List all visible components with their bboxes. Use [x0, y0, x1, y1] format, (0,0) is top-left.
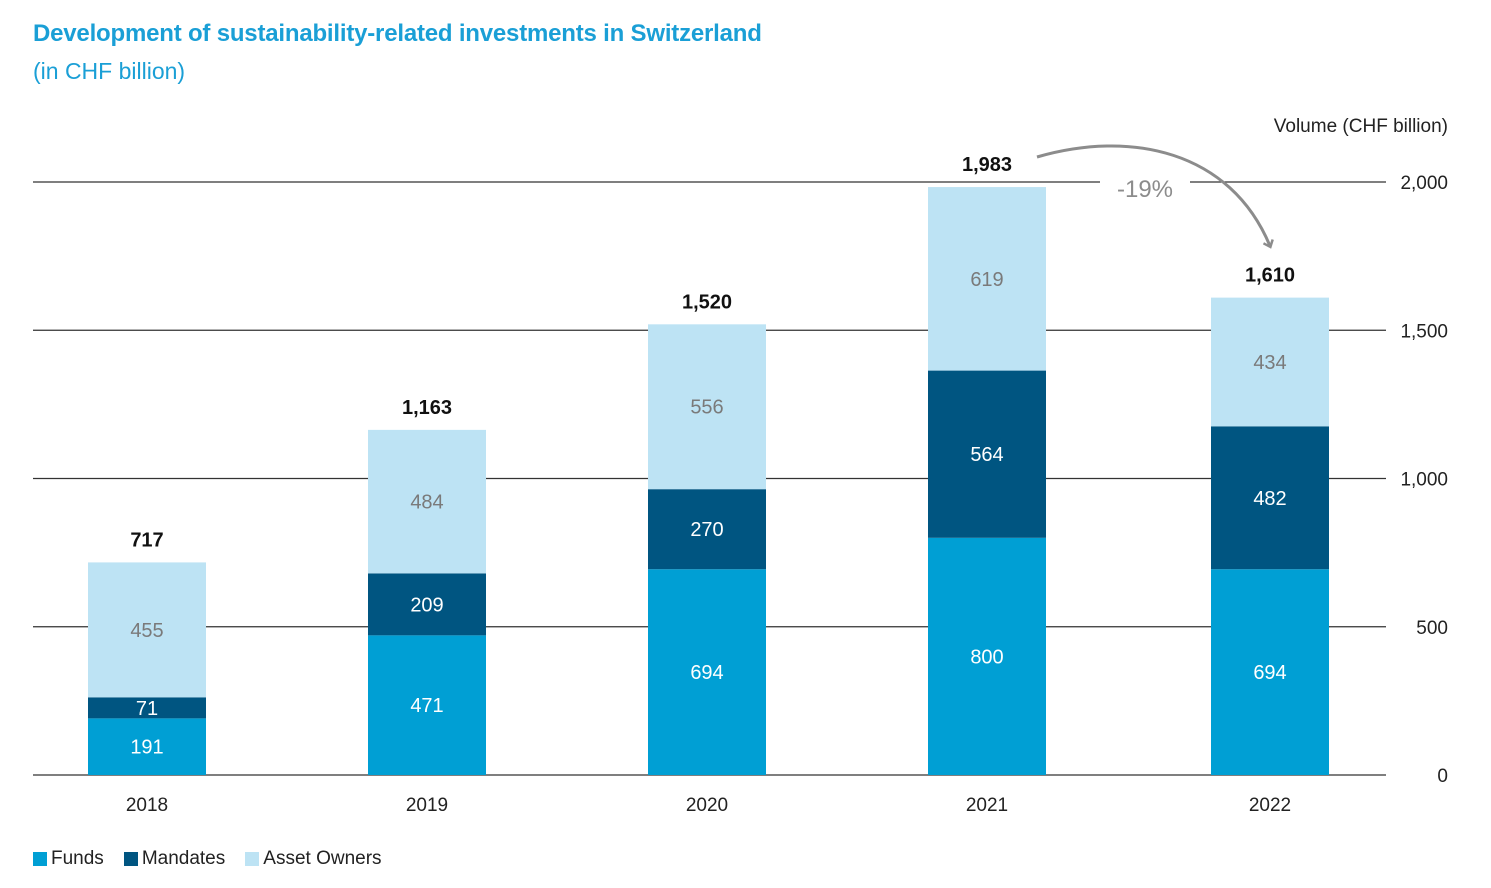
data-label-asset-owners: 484	[410, 492, 443, 514]
bar-segment-asset-owners	[368, 429, 486, 574]
data-label-mandates: 564	[970, 444, 1003, 466]
y-tick-label: 1,500	[1400, 321, 1448, 342]
legend-item-asset-owners: Asset Owners	[245, 848, 382, 870]
bar-segment-asset-owners	[928, 187, 1046, 371]
bar-segment-funds	[928, 537, 1046, 775]
y-tick-label: 1,000	[1400, 470, 1448, 491]
bar-segment-mandates	[928, 370, 1046, 538]
bar-segment-asset-owners	[648, 324, 766, 490]
total-label: 1,163	[402, 397, 452, 419]
data-label-mandates: 270	[690, 519, 723, 541]
data-label-funds: 471	[410, 695, 443, 717]
legend-label: Asset Owners	[263, 848, 382, 869]
data-label-funds: 191	[130, 737, 163, 759]
total-label: 1,520	[682, 291, 732, 313]
data-label-mandates: 482	[1253, 488, 1286, 510]
bar-segment-asset-owners	[88, 562, 206, 698]
total-label: 717	[130, 529, 163, 551]
data-label-funds: 694	[690, 662, 723, 684]
y-tick-label: 500	[1416, 618, 1448, 639]
bar-segment-funds	[648, 569, 766, 775]
data-label-mandates: 71	[136, 698, 158, 720]
legend-swatch-funds	[33, 852, 47, 866]
x-tick-label: 2020	[686, 795, 728, 816]
legend-label: Mandates	[141, 848, 226, 869]
legend-swatch-mandates	[123, 852, 138, 866]
y-axis-title: Volume (CHF billion)	[1274, 116, 1448, 137]
legend-swatch-asset-owners	[245, 852, 260, 866]
chart-subtitle: (in CHF billion)	[33, 58, 186, 84]
x-tick-label: 2022	[1249, 795, 1291, 816]
x-tick-label: 2021	[966, 795, 1008, 816]
x-tick-label: 2019	[406, 795, 448, 816]
bar-segment-funds	[88, 718, 206, 775]
bar-segment-mandates	[1211, 426, 1329, 570]
bar-segment-funds	[1211, 569, 1329, 775]
total-label: 1,983	[962, 154, 1012, 176]
total-label: 1,610	[1245, 265, 1295, 287]
legend-item-funds: Funds	[33, 848, 104, 870]
x-tick-label: 2018	[126, 795, 168, 816]
y-tick-label: 0	[1437, 766, 1448, 787]
change-annotation: -19%	[1117, 176, 1173, 203]
data-label-asset-owners: 455	[130, 620, 163, 642]
legend-label: Funds	[51, 848, 104, 869]
data-label-funds: 694	[1253, 662, 1286, 684]
bar-segment-mandates	[368, 573, 486, 636]
change-label-bg	[1100, 172, 1190, 206]
legend: Funds Mandates Asset Owners	[33, 848, 382, 870]
data-label-asset-owners: 556	[690, 397, 723, 419]
bar-segment-mandates	[88, 697, 206, 719]
chart-title: Development of sustainability-related in…	[33, 20, 762, 47]
y-tick-label: 2,000	[1400, 173, 1448, 194]
data-label-asset-owners: 619	[970, 269, 1003, 291]
bar-segment-mandates	[648, 489, 766, 570]
legend-item-mandates: Mandates	[123, 848, 226, 870]
change-arrow	[1036, 144, 1274, 249]
bar-segment-asset-owners	[1211, 297, 1329, 427]
data-label-mandates: 209	[410, 594, 443, 616]
data-label-funds: 800	[970, 646, 1003, 668]
data-label-asset-owners: 434	[1253, 352, 1286, 374]
bar-segment-funds	[368, 635, 486, 775]
